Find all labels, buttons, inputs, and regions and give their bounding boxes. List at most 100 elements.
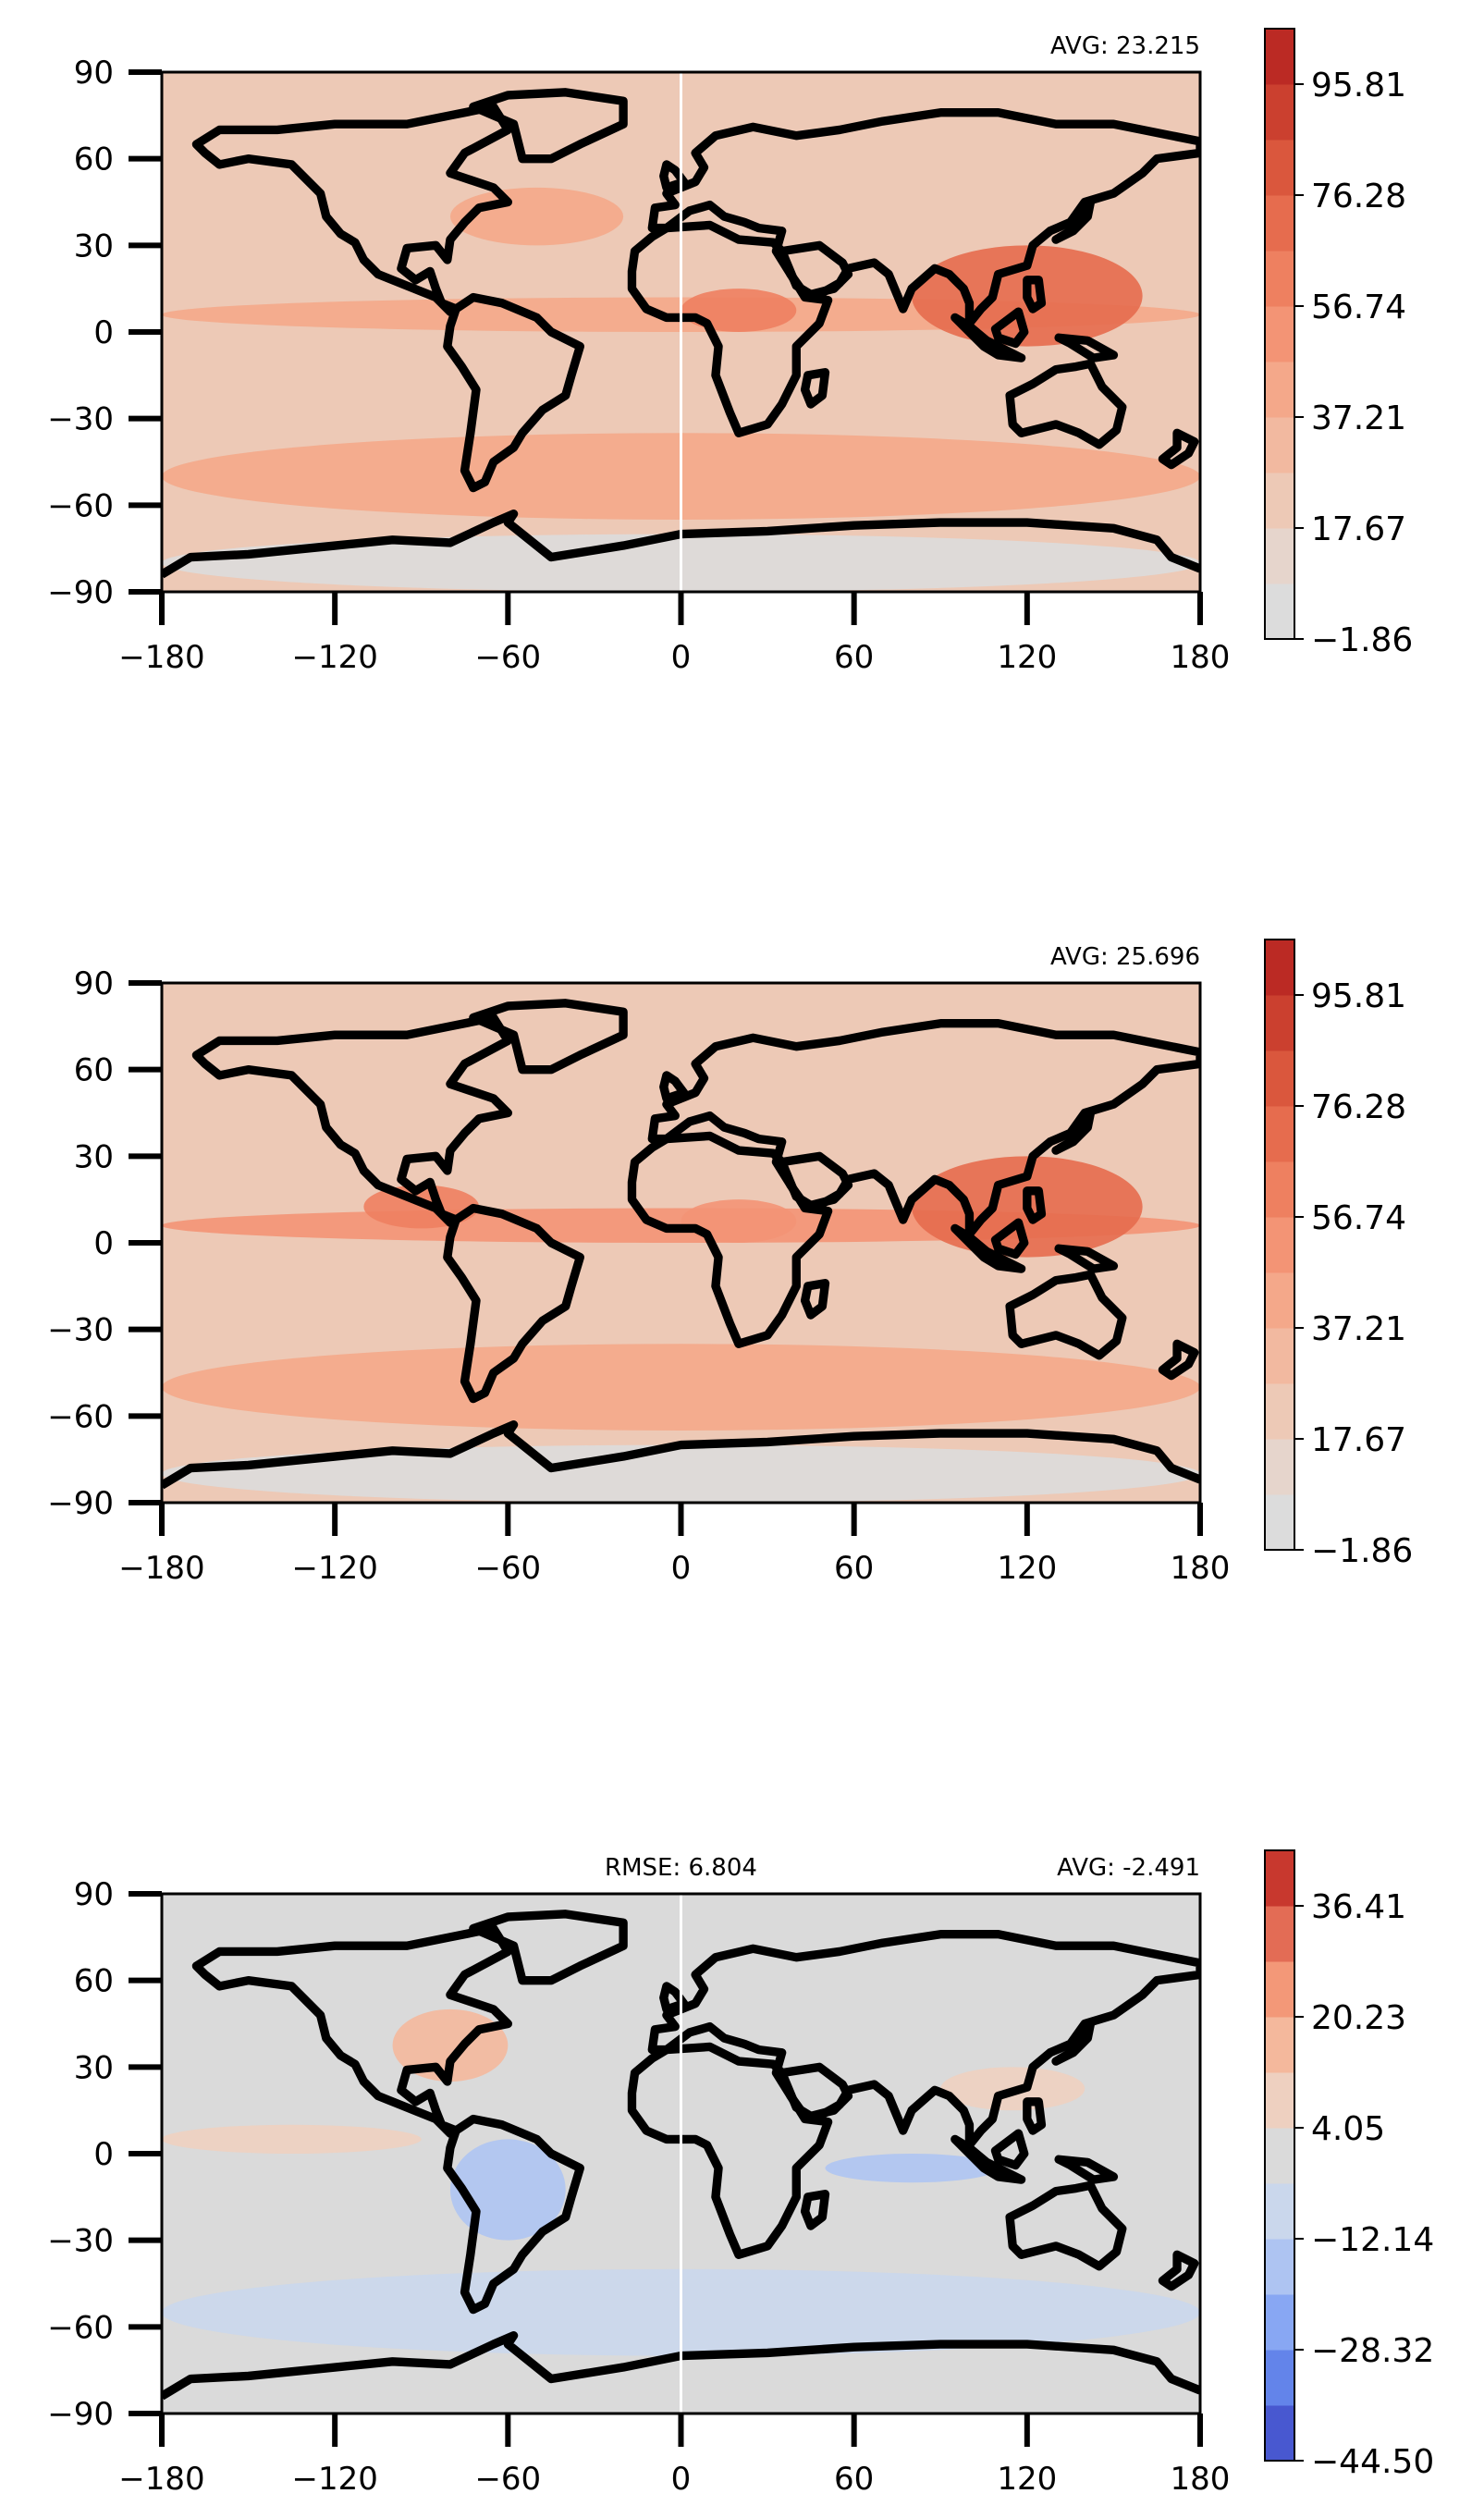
rmse-label: RMSE: 6.804 [605,1854,757,1882]
y-tick-label: −30 [47,1312,114,1349]
y-tick-label: 60 [74,141,114,178]
y-tick-label: 30 [74,227,114,264]
colorbar-tick-label: 17.67 [1311,510,1406,548]
colorbar-tick-label: 95.81 [1311,977,1406,1015]
colorbar-tick-label: 4.05 [1311,2110,1385,2148]
colorbar-segment [1265,1961,1294,2018]
colorbar-tick-label: −1.86 [1311,1532,1413,1570]
colorbar-segment [1265,583,1294,640]
region-africa-equatorial [681,289,797,333]
colorbar-segment [1265,1494,1294,1551]
colorbar-segment [1265,2017,1294,2073]
x-tick-label: −120 [291,639,377,676]
colorbar-segment [1265,417,1294,473]
colorbar-segment [1265,306,1294,362]
y-tick-label: −60 [47,2309,114,2346]
colorbar-segment [1265,1906,1294,1962]
colorbar-tick-label: 36.41 [1311,1888,1406,1926]
colorbar-tick-label: 95.81 [1311,67,1406,104]
x-tick-label: −120 [291,1550,377,1587]
colorbar-segment [1265,2183,1294,2240]
region-tropical-pacific-positive [162,2124,422,2154]
colorbar-segment [1265,29,1294,85]
y-tick-label: 0 [93,2136,114,2173]
x-tick-label: −180 [118,2461,204,2498]
region-africa-equatorial [681,1199,797,1244]
colorbar-segment [1265,1850,1294,1907]
colorbar-segment [1265,2128,1294,2184]
colorbar-tick-label: −44.50 [1311,2443,1434,2481]
x-tick-label: −180 [118,639,204,676]
colorbar-segment [1265,1383,1294,1440]
avg-label: AVG: 25.696 [1050,943,1200,971]
colorbar-segment [1265,940,1294,996]
colorbar-segment [1265,2294,1294,2351]
avg-label: AVG: -2.491 [1057,1854,1200,1882]
colorbar-frame [1264,1849,1295,2462]
x-tick-label: 0 [671,639,692,676]
x-tick-label: −60 [474,639,541,676]
colorbar-segment [1265,2405,1294,2462]
colorbar: −1.86 17.67 37.21 56.74 76.28 95.81 [1264,28,1413,659]
colorbar-segment [1265,84,1294,141]
x-tick-label: −180 [118,1550,204,1587]
y-tick-label: 90 [74,965,114,1002]
panel-top: −180 −120 −60 0 60 120 180 90 60 30 0 −30 −60 −90 AVG:… [47,28,1413,676]
colorbar-tick-label: 56.74 [1311,1199,1406,1237]
y-tick-label: 0 [93,1225,114,1262]
colorbar-segment [1265,995,1294,1051]
colorbar-segment [1265,2072,1294,2129]
y-tick-label: 60 [74,1052,114,1089]
colorbar-tick-label: 76.28 [1311,1088,1406,1126]
y-tick-label: −30 [47,2223,114,2260]
colorbar-tick-label: 20.23 [1311,1999,1406,2037]
colorbar: −1.86 17.67 37.21 56.74 76.28 95.81 [1264,939,1413,1570]
colorbar-tick-label: 37.21 [1311,1310,1406,1348]
region-antarctica [162,1444,1200,1503]
y-tick-label: 90 [74,1876,114,1913]
colorbar-frame [1264,28,1295,640]
x-tick-label: −60 [474,1550,541,1587]
colorbar-segment [1265,251,1294,307]
colorbar: −44.50 −28.32 −12.14 4.05 20.23 36.41 [1264,1849,1434,2481]
y-tick-label: 30 [74,1138,114,1175]
x-tick-label: 60 [834,639,874,676]
colorbar-segment [1265,2239,1294,2295]
x-tick-label: 180 [1171,1550,1231,1587]
panel-middle: −180 −120 −60 0 60 120 180 90 60 30 0 −30 −60 −90 AVG:… [47,939,1413,1587]
colorbar-segment [1265,1272,1294,1329]
region-southern-ocean [162,1344,1200,1431]
colorbar-segment [1265,1439,1294,1495]
x-tick-label: −120 [291,2461,377,2498]
colorbar-tick-label: −1.86 [1311,621,1413,659]
colorbar-tick-label: −28.32 [1311,2332,1434,2370]
x-tick-label: 180 [1171,2461,1231,2498]
colorbar-segment [1265,1050,1294,1107]
x-tick-label: 120 [997,2461,1057,2498]
colorbar-segment [1265,362,1294,418]
colorbar-tick-label: −12.14 [1311,2221,1434,2259]
x-tick-label: −60 [474,2461,541,2498]
y-tick-label: −90 [47,574,114,611]
colorbar-tick-label: 56.74 [1311,289,1406,326]
colorbar-segment [1265,1106,1294,1162]
x-tick-label: 0 [671,1550,692,1587]
y-tick-label: 30 [74,2049,114,2086]
x-tick-label: 0 [671,2461,692,2498]
colorbar-segment [1265,195,1294,252]
avg-label: AVG: 23.215 [1050,32,1200,60]
colorbar-segment [1265,528,1294,584]
y-tick-label: 0 [93,314,114,351]
y-tick-label: 60 [74,1963,114,2000]
y-tick-label: −90 [47,2396,114,2433]
colorbar-segment [1265,473,1294,529]
x-tick-label: 60 [834,1550,874,1587]
region-equatorial-indian-negative [825,2154,999,2183]
colorbar-tick-label: 17.67 [1311,1421,1406,1459]
panel-bottom: −180 −120 −60 0 60 120 180 90 60 30 0 −30 −60 −90 AVG:… [47,1849,1434,2498]
colorbar-segment [1265,2350,1294,2406]
x-tick-label: 180 [1171,639,1231,676]
colorbar-segment [1265,1217,1294,1273]
colorbar-segment [1265,140,1294,196]
